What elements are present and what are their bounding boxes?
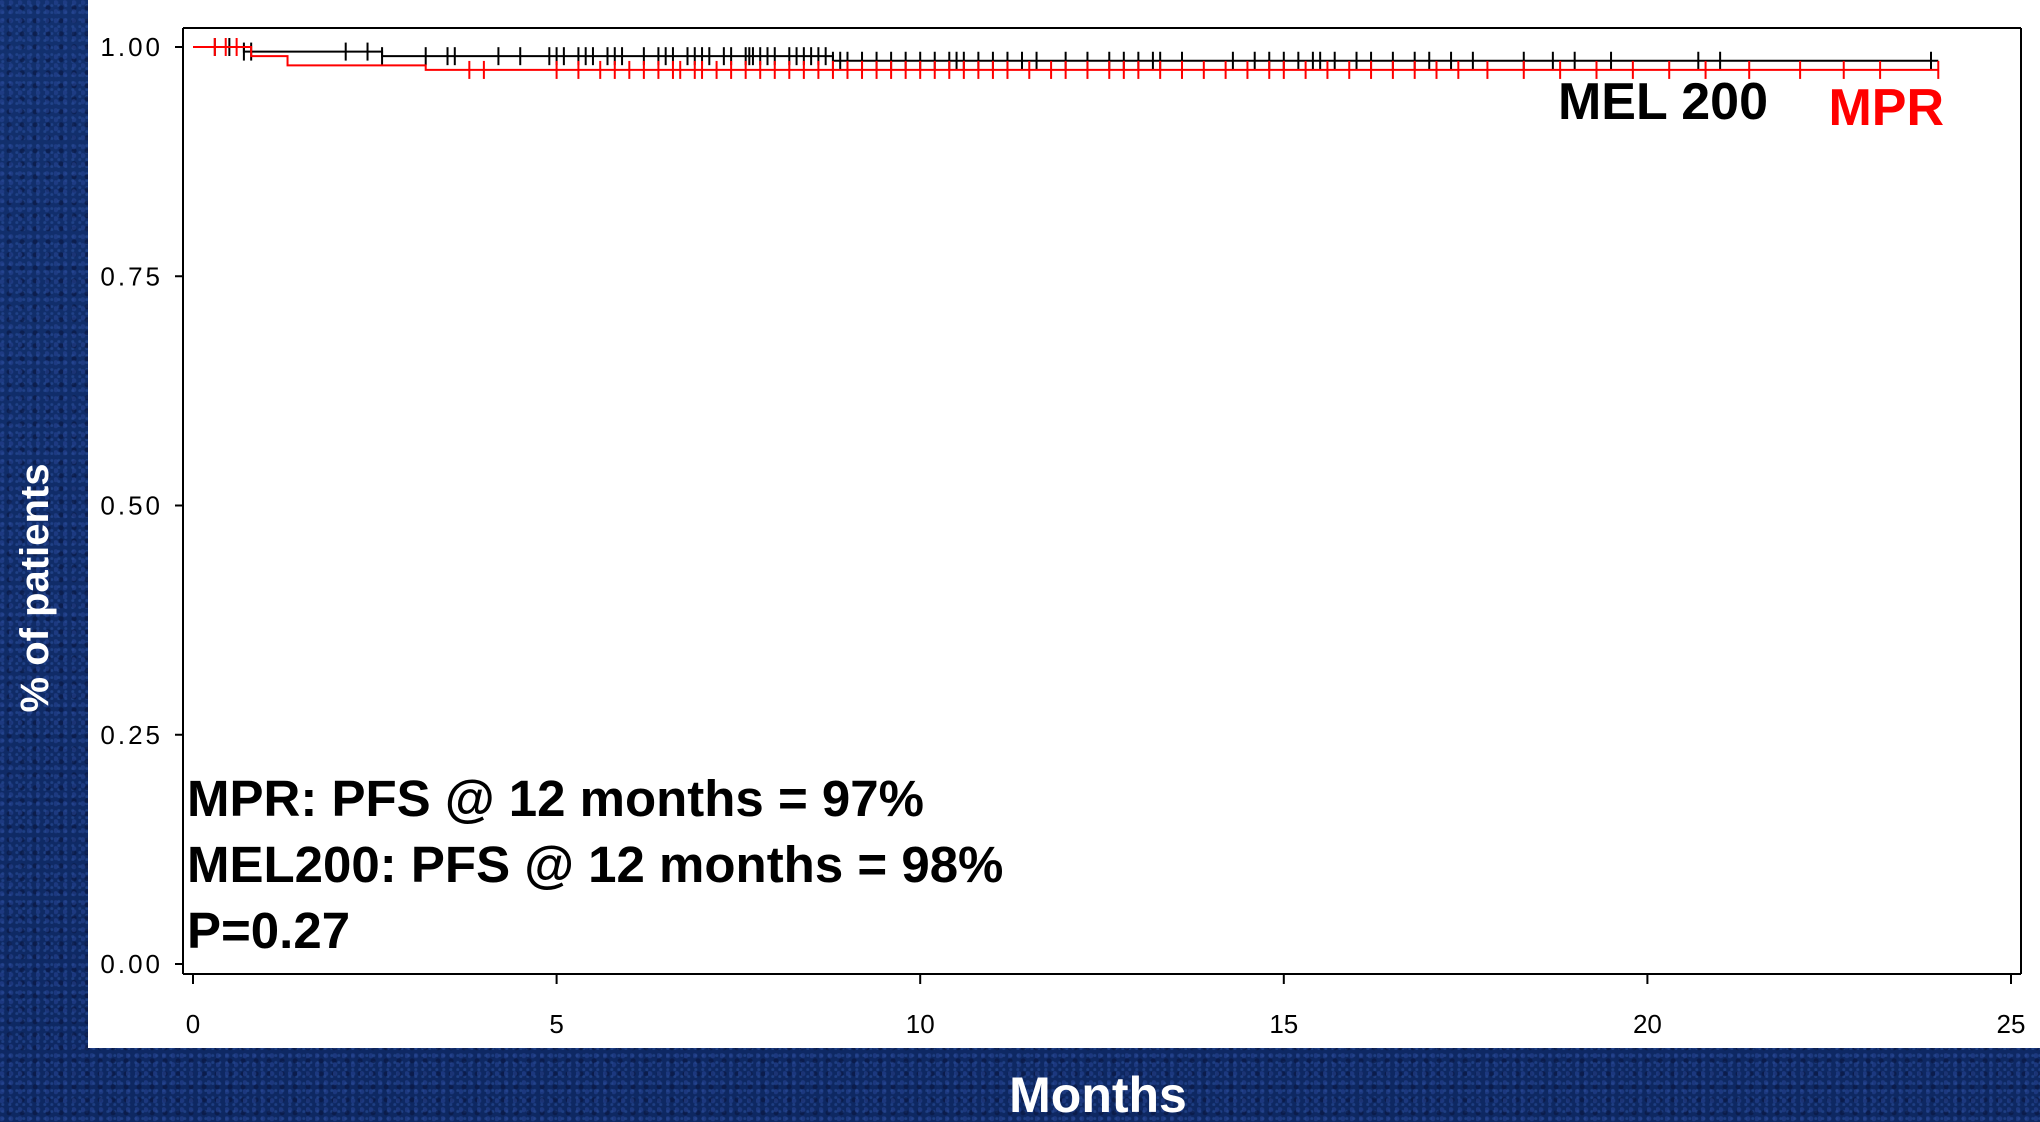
y-axis-label: % of patients (13, 464, 57, 713)
annotation-p-value: P=0.27 (187, 902, 350, 959)
legend-label-mpr: MPR (1828, 79, 1944, 137)
km-curve-mpr (193, 46, 1939, 71)
y-tick-label: 1.00 (100, 32, 163, 62)
y-tick-label: 0.75 (100, 261, 163, 291)
x-tick-label: 0 (186, 1009, 200, 1039)
legend-label-mel200: MEL 200 (1558, 73, 1768, 131)
y-tick-label: 0.00 (100, 949, 163, 979)
chart-panel (88, 0, 2040, 1048)
x-tick-label: 15 (1269, 1009, 1298, 1039)
x-tick-label: 20 (1633, 1009, 1662, 1039)
y-tick-label: 0.25 (100, 720, 163, 750)
x-tick-label: 25 (1997, 1009, 2026, 1039)
y-tick-label: 0.50 (100, 491, 163, 521)
annotation-mpr-pfs: MPR: PFS @ 12 months = 97% (187, 770, 924, 827)
annotation-mel200-pfs: MEL200: PFS @ 12 months = 98% (187, 836, 1003, 893)
x-axis-label: Months (1009, 1067, 1187, 1122)
x-tick-label: 10 (906, 1009, 935, 1039)
km-plot: 0.00 0.25 0.50 0.75 1.00 0 5 10 15 20 25 (100, 27, 2026, 1039)
x-tick-label: 5 (549, 1009, 563, 1039)
